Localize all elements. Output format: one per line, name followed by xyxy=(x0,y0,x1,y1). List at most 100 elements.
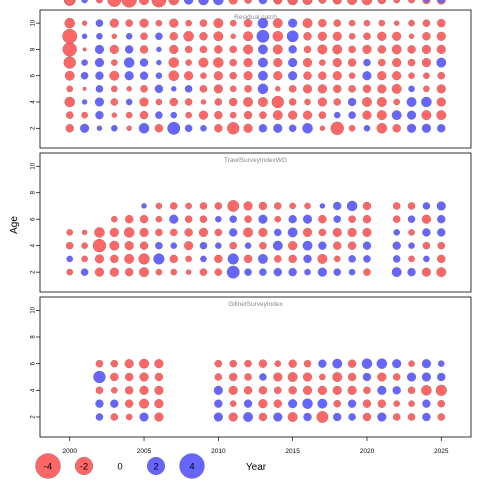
bubble-negative xyxy=(408,400,415,407)
bubble-negative xyxy=(304,202,311,210)
bubble-negative xyxy=(125,399,134,408)
bubble-negative xyxy=(125,413,133,421)
bubble-negative xyxy=(243,201,253,211)
panel-title: GillnetSurveyIndex xyxy=(228,301,283,308)
bubble-negative xyxy=(229,19,237,27)
bubble-negative xyxy=(435,384,447,396)
bubble-positive xyxy=(333,201,342,211)
bubble-negative xyxy=(125,372,134,382)
bubble-negative xyxy=(318,71,327,80)
bubble-positive xyxy=(317,267,327,277)
bubble-positive xyxy=(421,372,431,382)
bubble-negative xyxy=(407,386,416,395)
bubble-negative xyxy=(330,121,344,135)
y-tick-label: 4 xyxy=(31,388,37,392)
bubble-negative xyxy=(243,18,253,28)
bubble-negative xyxy=(81,255,88,263)
bubble-negative xyxy=(139,227,149,237)
bubble-negative xyxy=(421,385,432,396)
bubble-negative xyxy=(348,85,356,93)
bubble-positive xyxy=(125,33,133,40)
bubble-negative xyxy=(362,84,372,94)
bubble-negative xyxy=(139,267,149,278)
bubble-positive xyxy=(288,215,297,224)
bubble-negative xyxy=(377,31,387,41)
bubble-negative xyxy=(272,44,283,55)
bubble-negative xyxy=(259,111,267,119)
bubble-negative xyxy=(139,0,149,5)
bubble-positive xyxy=(155,32,163,41)
bubble-negative xyxy=(363,268,371,276)
bubble-positive xyxy=(139,71,149,80)
bubble-negative xyxy=(65,124,74,133)
bubble-positive xyxy=(95,399,104,408)
bubble-negative xyxy=(275,86,281,92)
bubble-positive xyxy=(348,268,356,276)
bubble-negative xyxy=(243,254,253,264)
bubble-positive xyxy=(318,241,327,250)
bubble-negative xyxy=(421,58,431,68)
legend-label: -2 xyxy=(80,462,88,473)
bubble-positive xyxy=(259,268,267,276)
bubble-negative xyxy=(214,268,223,276)
bubble-negative xyxy=(273,71,283,81)
bubble-negative xyxy=(274,255,282,263)
bubble-negative xyxy=(348,33,356,40)
bubble-negative xyxy=(229,111,237,119)
bubble-negative xyxy=(184,241,194,251)
bubble-negative xyxy=(274,0,282,4)
bubble-negative xyxy=(244,85,252,93)
bubble-negative xyxy=(228,385,238,395)
bubble-negative xyxy=(272,31,284,42)
bubble-negative xyxy=(289,202,296,210)
bubble-positive xyxy=(406,97,417,107)
bubble-positive xyxy=(302,123,313,134)
y-tick-label: 2 xyxy=(31,126,37,130)
bubble-negative xyxy=(332,227,342,237)
bubble-negative xyxy=(332,71,342,81)
bubble-positive xyxy=(95,413,104,421)
bubble-negative xyxy=(363,32,371,41)
bubble-negative xyxy=(214,254,223,264)
bubble-negative xyxy=(185,202,192,210)
bubble-positive xyxy=(111,125,118,132)
bubble-negative xyxy=(377,71,387,81)
bubble-positive xyxy=(421,123,431,133)
x-axis: 2000 2005 2010 2015 2020 2025 xyxy=(62,437,449,455)
panel-3: GillnetSurveyIndex 2 4 6 8 10 xyxy=(31,296,472,438)
bubble-negative xyxy=(302,372,313,382)
panel-frame xyxy=(39,9,472,149)
bubble-negative xyxy=(170,228,178,237)
bubble-negative xyxy=(317,254,328,264)
bubble-negative xyxy=(393,98,400,106)
bubble-negative xyxy=(214,228,223,237)
bubble-negative xyxy=(319,59,326,66)
bubble-negative xyxy=(408,0,415,4)
bubble-negative xyxy=(200,99,207,105)
panel-title: TrawlSurveyIndexWG xyxy=(224,157,287,164)
bubble-positive xyxy=(95,110,104,120)
bubble-positive xyxy=(259,373,267,381)
bubble-negative xyxy=(184,215,193,223)
bubble-negative xyxy=(407,202,416,210)
bubble-negative xyxy=(199,215,208,223)
bubble-positive xyxy=(393,229,400,236)
bubble-positive xyxy=(81,99,88,105)
bubble-negative xyxy=(273,372,283,382)
bubble-positive xyxy=(318,359,327,368)
bubble-negative xyxy=(348,125,356,132)
bubble-positive xyxy=(139,412,149,422)
bubble-negative xyxy=(288,110,298,120)
bubble-negative xyxy=(214,202,223,210)
bubble-negative xyxy=(436,97,446,107)
bubble-positive xyxy=(288,45,297,54)
bubble-positive xyxy=(421,96,432,108)
bubble-positive xyxy=(243,412,253,422)
bubble-negative xyxy=(288,386,297,395)
bubble-negative xyxy=(317,84,327,94)
bubble-positive xyxy=(153,253,165,265)
bubble-negative xyxy=(303,45,312,54)
bubble-positive xyxy=(214,399,223,408)
bubble-positive xyxy=(302,398,313,409)
